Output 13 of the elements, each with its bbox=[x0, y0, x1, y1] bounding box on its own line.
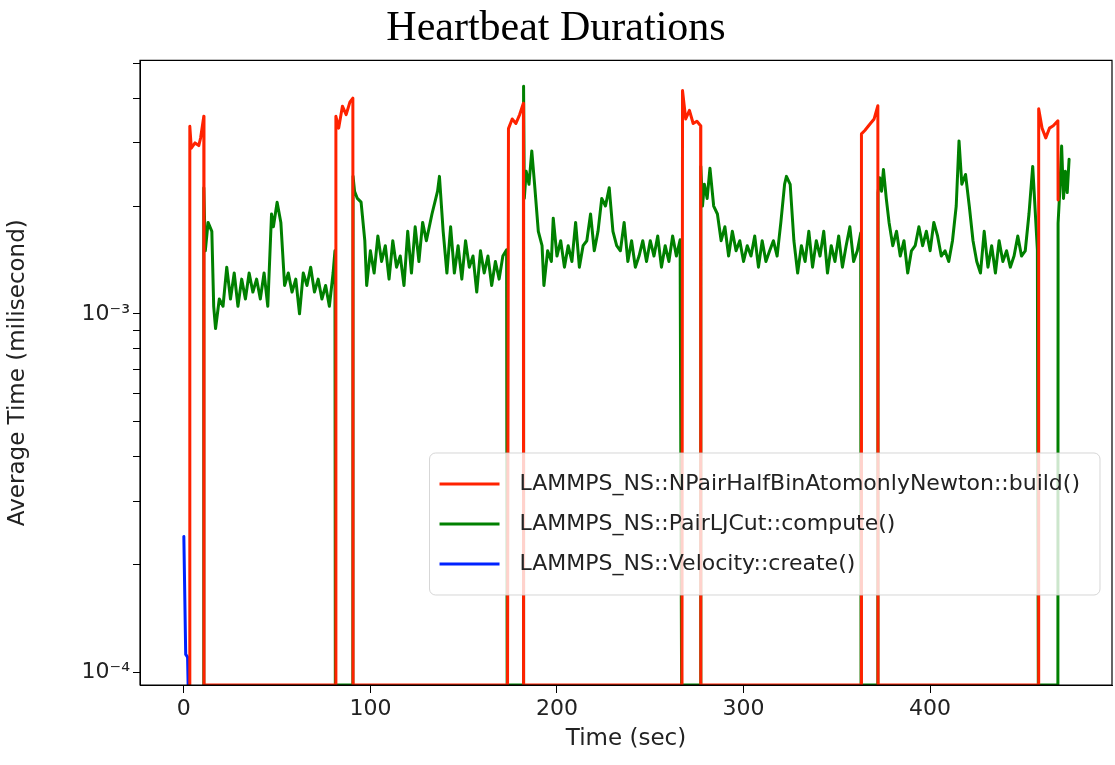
y-tick-label: 10⁻³ bbox=[81, 299, 130, 325]
x-tick-label: 100 bbox=[349, 694, 392, 720]
x-tick-label: 200 bbox=[535, 694, 578, 720]
y-axis-title: Average Time (milisecond) bbox=[2, 219, 29, 527]
y-tick-label: 10⁻⁴ bbox=[81, 657, 131, 683]
x-axis-title: Time (sec) bbox=[564, 724, 687, 751]
legend-label: LAMMPS_NS::Velocity::create() bbox=[519, 549, 856, 576]
legend-label: LAMMPS_NS::PairLJCut::compute() bbox=[519, 509, 896, 536]
x-tick-label: 300 bbox=[722, 694, 765, 720]
x-tick-label: 0 bbox=[176, 694, 191, 720]
x-tick-label: 400 bbox=[909, 694, 952, 720]
legend-label: LAMMPS_NS::NPairHalfBinAtomonlyNewton::build() bbox=[519, 469, 1081, 496]
chart-title: Heartbeat Durations bbox=[386, 3, 726, 50]
